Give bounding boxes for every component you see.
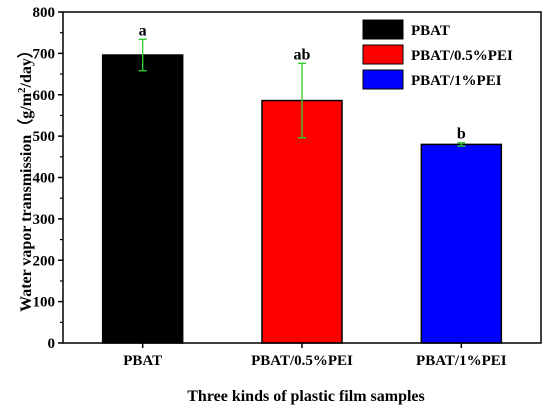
bar [101, 54, 184, 344]
x-tick-label: PBAT/1%PEI [416, 353, 507, 369]
y-tick-label: 0 [48, 336, 56, 352]
y-tick-label: 300 [33, 212, 56, 228]
x-tick-label: PBAT/0.5%PEI [251, 353, 353, 369]
y-tick-label: 100 [33, 295, 56, 311]
plot-area: a PBAT ab PBAT/0.5%PEI b PBAT/1%PEI 0 100 200 300… [33, 5, 542, 369]
x-axis-title: Three kinds of plastic film samples [187, 388, 425, 405]
y-axis-title-tail: /day） [17, 42, 35, 88]
legend: PBAT PBAT/0.5%PEI PBAT/1%PEI [362, 19, 513, 90]
bar [261, 99, 343, 344]
bar [420, 143, 503, 344]
y-tick-label: 400 [33, 171, 56, 187]
legend-label: PBAT/1%PEI [411, 73, 502, 89]
y-axis-title: Water vapor transmission（g/m2/day） [16, 42, 35, 312]
y-axis-title-main: Water vapor transmission（g/m [17, 92, 35, 312]
legend-label: PBAT [411, 23, 450, 39]
legend-swatch [362, 19, 404, 40]
significance-label: ab [294, 46, 311, 63]
x-tick-label: PBAT [123, 353, 162, 369]
y-tick-label: 700 [33, 46, 56, 62]
y-tick-label: 800 [33, 5, 56, 21]
y-axis-title-superscript: 2 [16, 87, 28, 93]
legend-swatch [362, 69, 404, 90]
plot-frame [62, 11, 542, 344]
legend-label: PBAT/0.5%PEI [411, 48, 513, 64]
y-tick-label: 200 [33, 253, 56, 269]
y-tick-label: 600 [33, 88, 56, 104]
y-tick-label: 500 [33, 129, 56, 145]
significance-label: b [457, 126, 466, 143]
legend-swatch [362, 44, 404, 65]
significance-label: a [139, 22, 147, 39]
